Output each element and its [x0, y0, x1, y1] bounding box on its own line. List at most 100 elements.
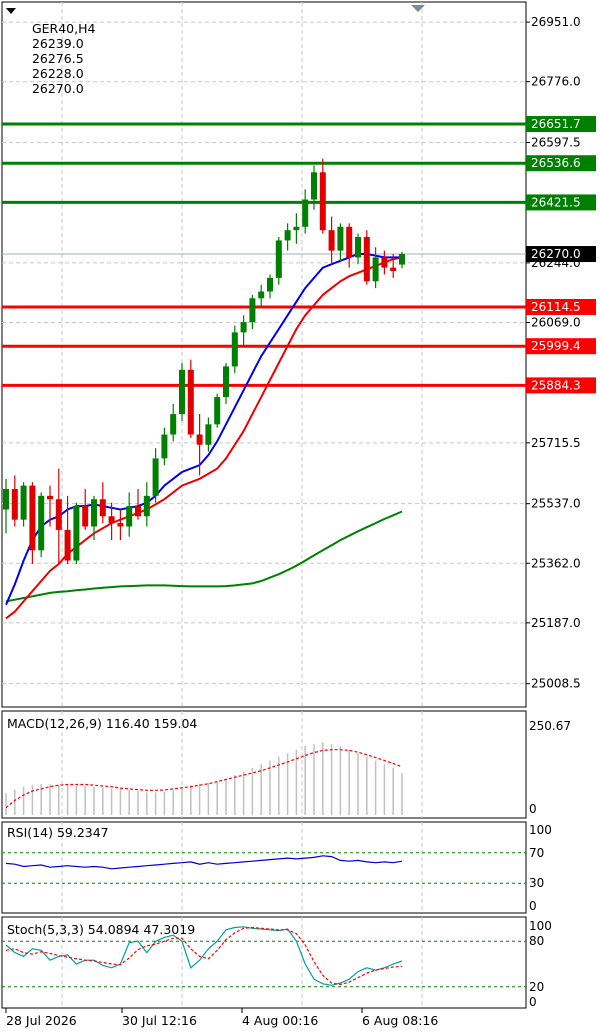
- candle-body[interactable]: [170, 414, 177, 435]
- rsi-axis-label: 30: [529, 876, 544, 890]
- candle-body[interactable]: [284, 230, 291, 241]
- candle-body[interactable]: [47, 495, 53, 500]
- stoch-axis-label: 80: [529, 934, 544, 948]
- candle-body[interactable]: [214, 397, 221, 425]
- ma-mid-line: [5, 256, 403, 620]
- level-lines: [2, 122, 526, 387]
- high-value: 26276.5: [31, 51, 84, 66]
- candle-body[interactable]: [302, 199, 309, 227]
- price-tick-label: 26951.0: [531, 15, 581, 29]
- candle-body[interactable]: [55, 499, 62, 530]
- candle-body[interactable]: [187, 369, 194, 435]
- time-tick-label: 6 Aug 08:16: [362, 1013, 438, 1028]
- price-tick-label: 25008.5: [531, 677, 581, 691]
- stoch-panel[interactable]: [1, 916, 527, 1009]
- stoch-signal-line: [5, 926, 403, 986]
- price-tick-label: 25715.5: [531, 436, 581, 450]
- macd-label: MACD(12,26,9) 116.40 159.04: [7, 716, 198, 731]
- level-price-tag-label: 26651.7: [531, 117, 581, 131]
- candle-body[interactable]: [223, 366, 229, 398]
- candle-body[interactable]: [337, 226, 344, 251]
- menu-triangle-icon[interactable]: [6, 8, 16, 14]
- rsi-axis-label: 100: [529, 823, 552, 837]
- open-value: 26239.0: [31, 36, 84, 51]
- level-price-tag-label: 25999.4: [531, 339, 581, 353]
- candle-body[interactable]: [38, 495, 45, 551]
- ma-slow-line: [5, 510, 403, 603]
- price-tick-label: 26069.0: [531, 315, 581, 329]
- candle-body[interactable]: [126, 506, 133, 527]
- candle-body[interactable]: [135, 506, 141, 517]
- low-value: 26228.0: [31, 66, 84, 81]
- candle-body[interactable]: [99, 499, 106, 517]
- candle-body[interactable]: [82, 506, 89, 527]
- current-price-tag-label: 26270.0: [531, 247, 581, 261]
- candle-body[interactable]: [117, 523, 124, 527]
- macd-axis-label: 250.67: [529, 719, 571, 733]
- rsi-series: [2, 852, 526, 884]
- candle-body[interactable]: [293, 226, 300, 231]
- candle-body[interactable]: [240, 322, 247, 333]
- price-tick-label: 25537.0: [531, 497, 581, 511]
- level-price-tag-label: 26421.5: [531, 195, 581, 209]
- candle-body[interactable]: [319, 172, 326, 231]
- rsi-axis-label: 0: [529, 899, 537, 913]
- stoch-label: Stoch(5,3,3) 54.0894 47.3019: [7, 922, 196, 937]
- candle-body[interactable]: [205, 424, 212, 445]
- chart-shift-marker[interactable]: [411, 5, 425, 12]
- candle-body[interactable]: [11, 489, 18, 520]
- close-value: 26270.0: [31, 81, 84, 96]
- candle-body[interactable]: [29, 485, 36, 551]
- candle-body[interactable]: [231, 332, 238, 367]
- level-price-tag-label: 26536.6: [531, 156, 581, 170]
- level-price-tag: [526, 338, 596, 355]
- price-tick-label: 26776.0: [531, 75, 581, 89]
- macd-panel[interactable]: [1, 710, 527, 819]
- candle-body[interactable]: [355, 237, 361, 258]
- candle-body[interactable]: [399, 254, 405, 265]
- candle-body[interactable]: [363, 237, 370, 282]
- price-axis: 26951.026776.026597.526244.026069.025715…: [526, 15, 596, 1009]
- stoch-axis-label: 0: [529, 995, 537, 1009]
- candle-body[interactable]: [73, 506, 80, 561]
- candle-body[interactable]: [64, 529, 71, 561]
- stoch-axis-label: 100: [529, 919, 552, 933]
- rsi-line: [5, 855, 403, 870]
- candle-body[interactable]: [161, 434, 168, 459]
- price-tick-label: 26597.5: [531, 135, 581, 149]
- candle-body[interactable]: [20, 485, 27, 520]
- candles: [3, 158, 405, 564]
- candle-body[interactable]: [372, 257, 379, 282]
- candle-body[interactable]: [328, 230, 335, 251]
- candle-body[interactable]: [267, 277, 273, 292]
- candle-body[interactable]: [152, 458, 159, 496]
- candle-body[interactable]: [3, 489, 9, 510]
- candle-body[interactable]: [249, 298, 256, 323]
- candle-body[interactable]: [91, 499, 97, 527]
- candle-body[interactable]: [390, 267, 397, 272]
- level-price-tag: [526, 116, 596, 133]
- level-price-tag: [526, 298, 596, 315]
- main-panel[interactable]: [1, 1, 527, 708]
- candle-body[interactable]: [143, 495, 150, 517]
- rsi-label: RSI(14) 59.2347: [7, 825, 109, 840]
- candle-body[interactable]: [311, 172, 317, 200]
- candle-body[interactable]: [346, 226, 353, 258]
- time-tick-label: 30 Jul 12:16: [122, 1013, 197, 1028]
- level-price-tag: [526, 155, 596, 172]
- candle-body[interactable]: [196, 434, 203, 445]
- rsi-panel[interactable]: [1, 821, 527, 914]
- stoch-series: [2, 926, 526, 988]
- stoch-axis-label: 20: [529, 980, 544, 994]
- time-tick-label: 28 Jul 2026: [6, 1013, 77, 1028]
- level-price-tag-label: 25884.3: [531, 378, 581, 392]
- candle-body[interactable]: [258, 291, 265, 299]
- level-price-tag: [526, 377, 596, 394]
- candle-body[interactable]: [275, 240, 282, 278]
- candle-body[interactable]: [108, 516, 115, 524]
- candle-body[interactable]: [179, 369, 185, 415]
- candle-body[interactable]: [381, 257, 388, 268]
- symbol-label: GER40,H4: [31, 21, 96, 36]
- time-axis: 28 Jul 2026 30 Jul 12:16 4 Aug 00:16 6 Aug …: [5, 1008, 438, 1028]
